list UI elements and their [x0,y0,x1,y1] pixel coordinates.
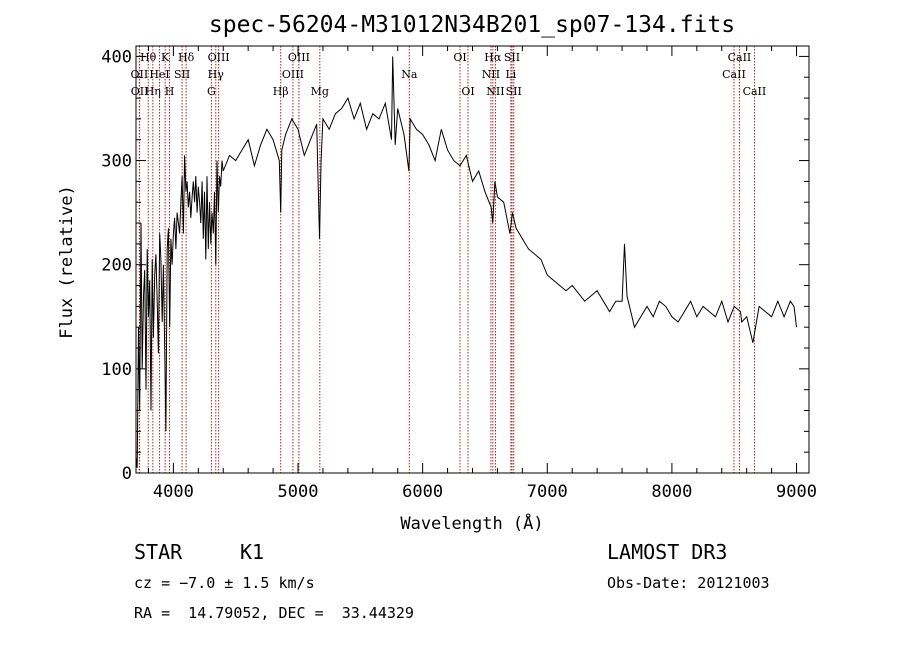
y-axis: 0 100 200 300 400 [101,47,809,484]
x-tick-label: 5000 [278,482,319,502]
y-axis-title: Flux (relative) [57,185,77,339]
spectral-line-label: OIII [288,51,310,64]
spectral-line-label: CaII [722,68,746,81]
spectral-line-label: SII [504,51,520,64]
spectral-line-label: OI [461,85,474,98]
spectral-line-label: OI [453,51,466,64]
spectral-line-label: CaII [743,85,767,98]
x-tick-label: 8000 [651,482,692,502]
x-axis: 4000 5000 6000 7000 8000 9000 [147,46,817,502]
spectral-line-label: OIII [208,51,230,64]
spectral-line-label: Hβ [273,85,289,98]
chart-title: spec-56204-M31012N34B201_sp07-134.fits [209,12,735,38]
spectral-line-label: G [207,85,216,98]
spectral-line-label: Hθ [140,51,157,64]
spectral-line-label: Hα [484,51,502,64]
spectral-line-label: HeI [149,68,169,81]
y-tick-label: 200 [101,256,132,276]
subclass: K1 [240,540,265,564]
x-tick-label: 6000 [402,482,443,502]
spectral-line-label: Hγ [208,68,225,81]
spectral-line-label: OII [131,68,149,81]
object-class: STAR [134,540,183,564]
obs-date: Obs-Date: 20121003 [607,574,770,592]
coordinates: RA = 14.79052, DEC = 33.44329 [134,604,414,622]
spectral-line-label: Mg [311,85,329,98]
spectral-line-markers [138,46,755,473]
y-tick-label: 100 [101,360,132,380]
y-tick-label: 300 [101,152,132,172]
spectral-line-label: H [165,85,175,98]
y-tick-label: 400 [101,47,132,67]
x-tick-label: 9000 [776,482,817,502]
spectral-line-label: NII [486,85,504,98]
spectral-line-label: SII [506,85,522,98]
spectral-line-label: OIII [282,68,304,81]
redshift-text: cz = −7.0 ± 1.5 km/s [134,574,315,592]
spectral-line-label: Na [401,68,418,81]
spectral-line-label: NII [482,68,500,81]
spectral-line-label: OII [131,85,149,98]
spectrum-line [135,56,797,468]
survey-name: LAMOST DR3 [607,540,728,564]
plot-frame [135,45,810,474]
x-tick-label: 7000 [527,482,568,502]
spectral-line-label: K [161,51,170,64]
spectral-line-label: SII [174,68,190,81]
x-axis-title: Wavelength (Å) [400,512,543,534]
spectral-line-label: Li [505,68,516,81]
x-tick-label: 4000 [153,482,194,502]
y-tick-label: 0 [122,464,132,484]
spectral-line-label: CaII [728,51,752,64]
spectral-line-label: Hδ [178,51,195,64]
spectrum-series [135,56,797,468]
spectral-line-label: Hη [145,85,161,98]
